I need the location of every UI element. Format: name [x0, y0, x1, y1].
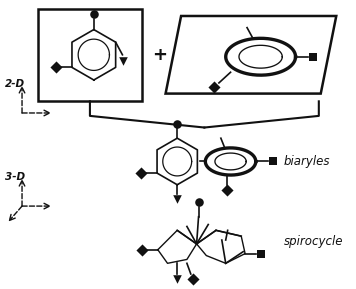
Text: spirocycle: spirocycle	[284, 236, 344, 249]
Text: 3-D: 3-D	[5, 172, 25, 182]
Bar	[37, 9, 142, 101]
Point	[174, 277, 180, 281]
Point	[91, 12, 96, 16]
Text: 2-D: 2-D	[5, 79, 25, 89]
Point	[211, 84, 217, 89]
Point	[258, 251, 263, 256]
Point	[196, 200, 201, 205]
Point	[174, 197, 180, 202]
Point	[224, 187, 230, 192]
Point	[217, 131, 223, 136]
Point	[140, 247, 145, 252]
Point	[174, 121, 180, 126]
Text: +: +	[152, 46, 167, 64]
Point	[121, 58, 126, 63]
Point	[243, 21, 249, 25]
Polygon shape	[166, 16, 336, 94]
Point	[310, 54, 316, 59]
Point	[225, 223, 230, 228]
Point	[138, 171, 143, 175]
Point	[54, 65, 59, 70]
Point	[190, 277, 195, 281]
Text: biaryles: biaryles	[284, 155, 330, 168]
Point	[271, 159, 276, 164]
